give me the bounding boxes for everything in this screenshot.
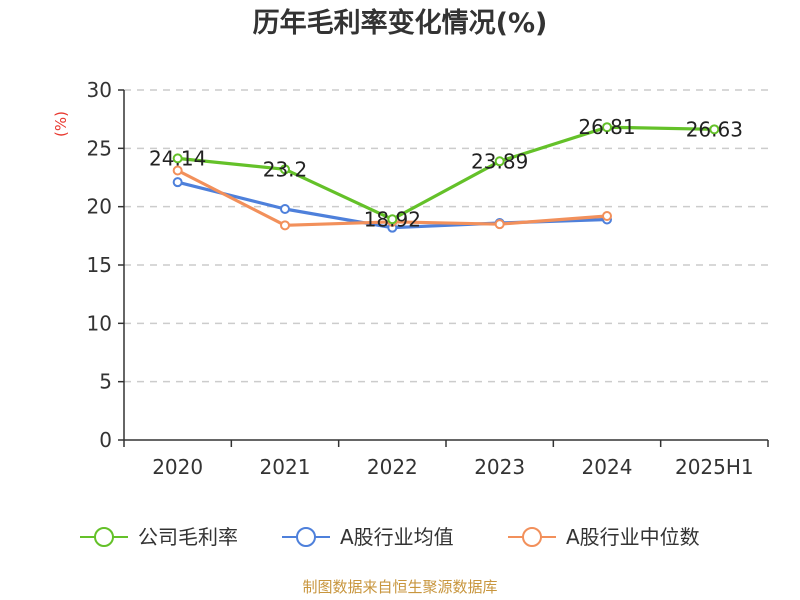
data-label: 24.14 [149, 146, 206, 170]
x-tick-label: 2020 [152, 455, 203, 479]
data-point-company[interactable] [280, 164, 290, 175]
y-tick-label: 0 [99, 428, 112, 452]
y-tick-label: 15 [87, 253, 112, 277]
data-label: 18.92 [364, 207, 421, 231]
data-label: 26.63 [686, 117, 743, 141]
data-label: 23.2 [263, 157, 308, 181]
series-line-company [177, 125, 715, 221]
legend[interactable]: 公司毛利率 A股行业均值 A股行业中位数 [80, 525, 700, 549]
y-tick-label: 30 [87, 78, 112, 102]
x-tick-label: 2023 [474, 455, 525, 479]
y-tick-label: 20 [87, 195, 112, 219]
chart-title: 历年毛利率变化情况(%) [253, 7, 548, 39]
data-point-average[interactable] [280, 204, 290, 214]
data-point-company[interactable] [602, 122, 612, 133]
legend-marker-swatch [296, 527, 316, 547]
legend-label: A股行业中位数 [566, 525, 700, 549]
data-point-median[interactable] [280, 220, 290, 231]
y-tick-label: 10 [87, 311, 112, 335]
data-point-median[interactable] [494, 219, 505, 230]
data-point-average[interactable] [172, 177, 183, 188]
legend-item-company[interactable]: 公司毛利率 [80, 525, 238, 549]
y-axis-unit-label: (%) [52, 111, 70, 137]
legend-label: A股行业均值 [340, 525, 454, 549]
x-tick-label: 2021 [260, 455, 311, 479]
axes: 0 5 10 15 20 25 30 2020 2021 2022 2023 2024 2025H1 [87, 78, 769, 479]
data-labels: 24.14 23.2 18.92 23.89 26.81 26.63 [149, 115, 743, 231]
data-point-company[interactable] [172, 153, 183, 164]
legend-marker-swatch [522, 527, 542, 547]
data-point-median[interactable] [172, 165, 183, 176]
data-label: 26.81 [578, 115, 635, 139]
data-point-company[interactable] [709, 124, 720, 135]
y-tick-label: 5 [99, 370, 112, 394]
legend-marker-swatch [94, 527, 114, 547]
legend-item-average[interactable]: A股行业均值 [282, 525, 454, 549]
data-point-company[interactable] [494, 156, 505, 167]
x-tick-label: 2024 [582, 455, 633, 479]
y-tick-label: 25 [87, 136, 112, 160]
x-tick-label: 2025H1 [675, 455, 754, 479]
source-note: 制图数据来自恒生聚源数据库 [302, 578, 497, 596]
data-point-company[interactable] [387, 214, 398, 225]
legend-item-median[interactable]: A股行业中位数 [508, 525, 700, 549]
data-label: 23.89 [471, 149, 528, 173]
x-tick-label: 2022 [367, 455, 418, 479]
grid-lines [124, 89, 768, 383]
series-lines [172, 122, 720, 233]
data-point-median[interactable] [602, 211, 612, 221]
legend-label: 公司毛利率 [138, 525, 238, 549]
